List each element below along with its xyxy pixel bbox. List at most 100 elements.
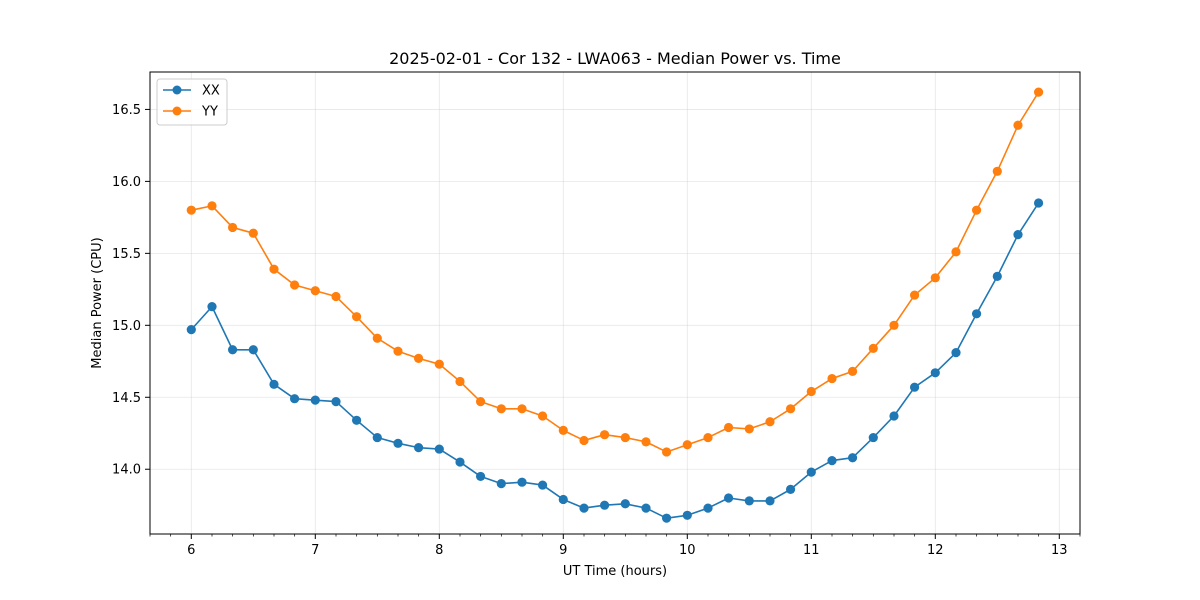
data-point-xx — [248, 345, 258, 355]
data-point-yy — [331, 291, 341, 302]
data-point-xx — [785, 484, 796, 494]
data-point-yy — [1013, 120, 1023, 130]
chart-title: 2025-02-01 - Cor 132 - LWA063 - Median P… — [389, 49, 841, 68]
series-layer — [186, 87, 1044, 523]
data-point-xx — [744, 496, 754, 506]
data-point-xx — [310, 395, 320, 405]
data-point-yy — [289, 280, 300, 290]
data-point-yy — [806, 386, 816, 397]
data-point-xx — [207, 302, 217, 312]
y-tick-label: 16.0 — [112, 175, 141, 190]
data-point-yy — [455, 376, 465, 387]
data-point-yy — [351, 312, 362, 322]
legend-marker-yy — [172, 106, 182, 116]
data-point-xx — [992, 271, 1002, 281]
data-point-xx — [186, 325, 196, 335]
y-tick-label: 16.5 — [112, 103, 141, 118]
data-point-xx — [868, 432, 878, 443]
data-point-xx — [847, 453, 858, 463]
data-point-xx — [703, 503, 713, 513]
data-point-xx — [537, 480, 548, 490]
y-tick-label: 15.5 — [112, 247, 141, 262]
x-tick-label: 8 — [435, 543, 443, 558]
data-point-yy — [517, 404, 527, 414]
data-point-yy — [434, 359, 444, 369]
data-point-xx — [579, 503, 589, 513]
data-point-xx — [930, 368, 940, 378]
data-point-yy — [248, 228, 258, 238]
data-point-yy — [620, 432, 630, 443]
legend-label-xx: XX — [202, 84, 220, 99]
data-point-yy — [372, 333, 382, 343]
x-axis-label: UT Time (hours) — [563, 564, 667, 579]
x-tick-label: 7 — [311, 543, 319, 558]
data-point-xx — [269, 379, 279, 389]
data-point-xx — [289, 394, 300, 404]
data-point-xx — [682, 510, 692, 520]
data-point-xx — [723, 493, 734, 503]
data-point-yy — [579, 435, 589, 446]
data-point-yy — [703, 432, 713, 443]
data-point-yy — [310, 286, 320, 296]
data-point-yy — [682, 440, 692, 450]
data-point-xx — [951, 348, 961, 358]
data-point-yy — [475, 396, 486, 407]
data-point-yy — [227, 222, 238, 233]
data-point-yy — [971, 205, 982, 215]
data-point-xx — [889, 411, 899, 421]
data-point-yy — [723, 422, 734, 433]
data-point-xx — [909, 382, 920, 392]
data-point-xx — [517, 477, 527, 487]
data-point-xx — [641, 503, 651, 513]
data-point-xx — [475, 471, 486, 482]
data-point-yy — [413, 353, 424, 364]
data-point-yy — [207, 201, 217, 211]
data-point-xx — [765, 496, 775, 506]
axes: 6 7 8 9 10 11 12 13 14.0 14.5 15.0 15.5 16.0 16.5 — [112, 103, 1081, 558]
data-point-xx — [351, 415, 362, 425]
data-point-xx — [227, 345, 238, 355]
data-point-yy — [537, 411, 548, 421]
data-point-yy — [744, 424, 754, 434]
data-point-xx — [413, 443, 424, 453]
x-tick-label: 9 — [559, 543, 567, 558]
data-point-yy — [496, 404, 506, 414]
data-point-yy — [785, 404, 796, 414]
data-point-xx — [558, 494, 568, 505]
data-point-xx — [661, 513, 672, 523]
data-point-xx — [599, 500, 610, 510]
legend: XX YY — [156, 78, 228, 126]
data-point-yy — [847, 366, 858, 376]
data-point-yy — [827, 373, 837, 384]
x-tick-label: 13 — [1051, 543, 1068, 558]
data-point-yy — [1033, 87, 1044, 97]
data-point-yy — [599, 430, 610, 440]
data-point-yy — [868, 343, 878, 353]
data-point-yy — [909, 290, 920, 300]
data-point-yy — [661, 447, 672, 457]
y-tick-label: 14.0 — [112, 463, 141, 478]
x-tick-label: 11 — [803, 543, 820, 558]
data-point-xx — [1013, 230, 1023, 240]
data-point-yy — [641, 437, 651, 447]
y-tick-label: 14.5 — [112, 391, 141, 406]
data-point-xx — [806, 467, 816, 477]
y-tick-label: 15.0 — [112, 319, 141, 334]
x-tick-label: 12 — [927, 543, 944, 558]
data-point-xx — [331, 396, 341, 407]
data-point-xx — [434, 444, 444, 454]
data-point-xx — [971, 309, 982, 319]
data-point-yy — [765, 417, 775, 427]
data-point-yy — [889, 320, 899, 330]
y-axis-label: Median Power (CPU) — [90, 237, 105, 368]
data-point-xx — [496, 479, 506, 489]
data-point-yy — [951, 247, 961, 257]
data-point-yy — [186, 205, 196, 215]
legend-marker-xx — [172, 85, 182, 95]
data-point-xx — [455, 457, 465, 467]
plot-frame — [149, 71, 1081, 535]
legend-label-yy: YY — [201, 105, 218, 120]
data-point-yy — [930, 273, 940, 283]
x-tick-label: 6 — [187, 543, 195, 558]
